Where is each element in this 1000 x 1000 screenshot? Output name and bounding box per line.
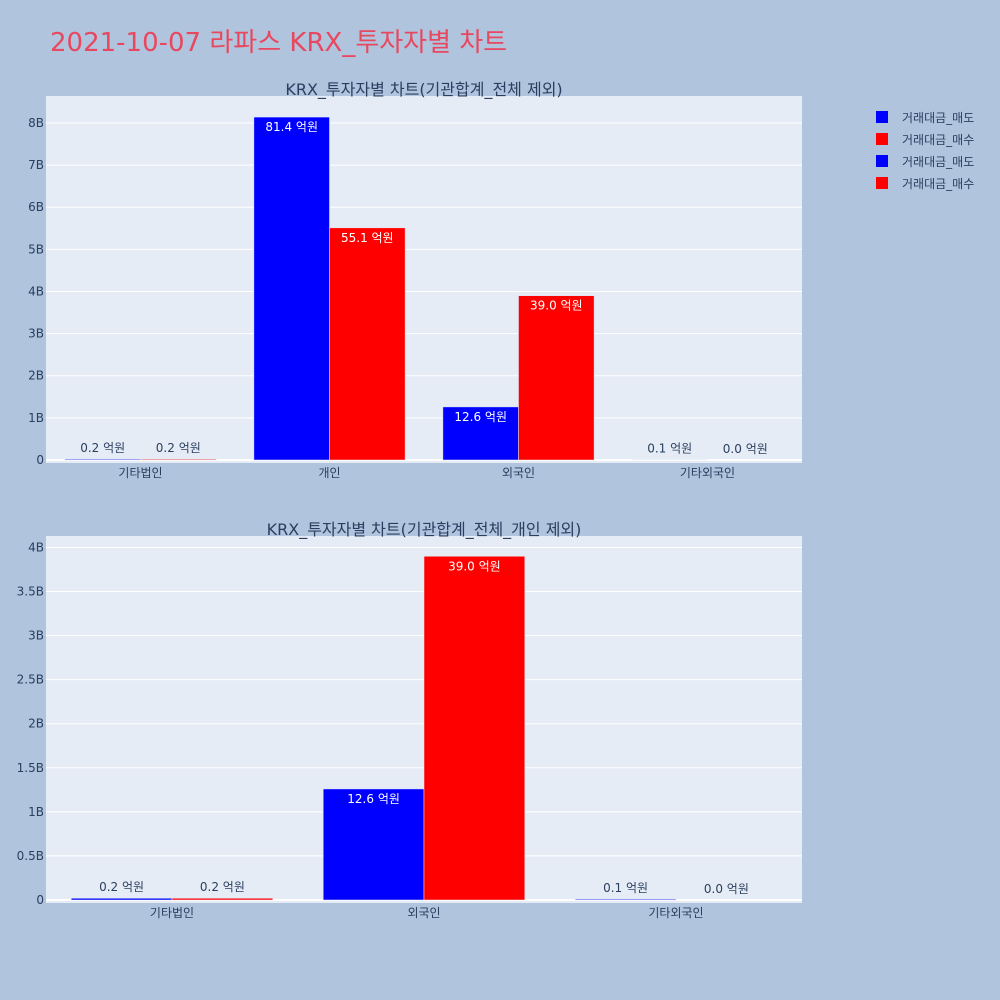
bar: [442, 406, 519, 461]
plot-background: [46, 96, 802, 463]
bar: [64, 458, 141, 461]
bar-data-label: 81.4 억원: [265, 120, 318, 134]
x-tick-label: 외국인: [502, 466, 535, 480]
y-tick-label: 0.5B: [17, 849, 44, 863]
chart-1: 0 1B 2B 3B 4B 5B 6B 7B 8B KRX_투자자별 차트(기관합계_전체 제외)…: [28, 80, 802, 480]
x-tick-label: 기타법인: [118, 466, 162, 480]
bar-data-label: 55.1 억원: [341, 231, 394, 245]
legend: 거래대금_매도 거래대금_매수 거래대금_매도 거래대금_매수: [876, 106, 974, 194]
x-tick-label: 기타법인: [150, 906, 194, 920]
legend-label: 거래대금_매수: [902, 132, 975, 147]
y-tick-label: 8B: [28, 116, 44, 130]
chart-title: KRX_투자자별 차트(기관합계_전체 제외): [285, 80, 562, 100]
y-tick-label: 3.5B: [17, 585, 44, 599]
legend-swatch-sell: [876, 111, 888, 123]
legend-item[interactable]: 거래대금_매도: [876, 106, 974, 128]
y-tick-label: 5B: [28, 242, 44, 256]
bar-data-label: 0.2 억원: [200, 880, 245, 894]
bar: [171, 897, 274, 901]
bar-data-label: 12.6 억원: [454, 410, 507, 424]
y-tick-label: 0: [36, 453, 44, 467]
bar: [322, 788, 425, 901]
bar-data-label: 39.0 억원: [448, 559, 501, 573]
x-tick-label: 기타외국인: [680, 466, 735, 480]
y-tick-label: 2B: [28, 369, 44, 383]
bar: [329, 227, 406, 461]
bar: [253, 116, 330, 461]
legend-item[interactable]: 거래대금_매도: [876, 150, 974, 172]
legend-label: 거래대금_매수: [902, 176, 975, 191]
y-tick-label: 7B: [28, 158, 44, 172]
bar: [70, 897, 173, 901]
legend-swatch-buy: [876, 177, 888, 189]
bar-data-label: 39.0 억원: [530, 299, 583, 313]
y-tick-label: 1.5B: [17, 761, 44, 775]
bar-data-label: 0.0 억원: [723, 442, 768, 456]
legend-swatch-sell: [876, 155, 888, 167]
bar: [140, 458, 217, 461]
y-tick-label: 0: [36, 893, 44, 907]
bar: [574, 898, 677, 901]
y-tick-label: 3B: [28, 327, 44, 341]
bar-data-label: 0.1 억원: [647, 442, 692, 456]
x-tick-label: 개인: [318, 466, 340, 480]
bar: [518, 295, 595, 461]
chart-title: KRX_투자자별 차트(기관합계_전체_개인 제외): [267, 520, 582, 540]
y-tick-label: 2.5B: [17, 673, 44, 687]
y-tick-label: 4B: [28, 540, 44, 554]
bar: [423, 556, 526, 901]
legend-item[interactable]: 거래대금_매수: [876, 128, 974, 150]
legend-label: 거래대금_매도: [902, 154, 975, 169]
legend-swatch-buy: [876, 133, 888, 145]
y-tick-label: 3B: [28, 629, 44, 643]
y-tick-label: 2B: [28, 717, 44, 731]
x-tick-label: 외국인: [407, 906, 440, 920]
bar-data-label: 0.2 억원: [80, 441, 125, 455]
chart-2: 0 0.5B 1B 1.5B 2B 2.5B 3B 3.5B 4B KRX_투자자별 차트(기관합…: [17, 520, 802, 920]
y-tick-label: 6B: [28, 200, 44, 214]
x-tick-label: 기타외국인: [648, 906, 703, 920]
bar-data-label: 0.2 억원: [156, 441, 201, 455]
legend-label: 거래대금_매도: [902, 110, 975, 125]
bar-data-label: 12.6 억원: [347, 792, 400, 806]
bar-data-label: 0.0 억원: [704, 882, 749, 896]
y-tick-label: 4B: [28, 284, 44, 298]
legend-item[interactable]: 거래대금_매수: [876, 172, 974, 194]
y-tick-label: 1B: [28, 411, 44, 425]
bar-data-label: 0.2 억원: [99, 880, 144, 894]
bar-data-label: 0.1 억원: [603, 881, 648, 895]
y-tick-label: 1B: [28, 805, 44, 819]
page-title: 2021-10-07 라파스 KRX_투자자별 차트: [50, 28, 508, 58]
